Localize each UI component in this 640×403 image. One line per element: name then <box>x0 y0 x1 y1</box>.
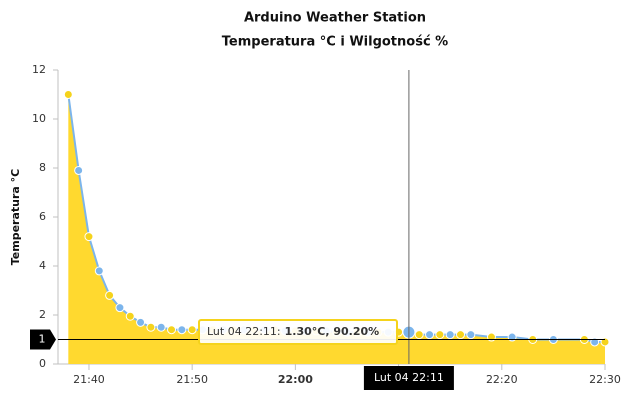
point <box>84 232 94 242</box>
point <box>435 330 445 340</box>
point <box>466 330 476 340</box>
point <box>105 290 115 300</box>
y-tick-label: 2 <box>39 308 46 321</box>
point <box>156 322 166 332</box>
point <box>94 266 104 276</box>
point <box>115 303 125 313</box>
point <box>167 325 177 335</box>
tooltip-prefix: Lut 04 22:11: <box>207 325 281 338</box>
chart-title: Arduino Weather Station <box>244 11 426 26</box>
tooltip-text: Lut 04 22:11: 1.30°C, 90.20% <box>207 325 379 338</box>
y-tick-label: 4 <box>39 259 46 272</box>
crosshair-y-label: 1 <box>39 333 46 346</box>
x-tick-label: 22:20 <box>486 373 518 386</box>
point <box>63 90 73 99</box>
crosshair-y-label-box <box>30 329 56 350</box>
tooltip: Lut 04 22:11: 1.30°C, 90.20% <box>198 319 398 345</box>
y-tick-label: 0 <box>39 357 46 370</box>
point <box>125 311 135 321</box>
y-axis-title: Temperatura °C <box>9 169 22 266</box>
point <box>414 330 424 340</box>
point <box>425 330 435 340</box>
x-tick-label: 21:50 <box>176 373 208 386</box>
x-tick-label: 22:30 <box>589 373 621 386</box>
point <box>177 325 187 335</box>
point <box>74 165 84 175</box>
point <box>456 330 466 340</box>
tooltip-box <box>198 319 398 345</box>
x-tick-label: 22:00 <box>278 373 313 386</box>
crosshair-x-label-box <box>363 366 454 390</box>
line <box>67 94 605 343</box>
point <box>187 325 197 335</box>
y-tick-label: 8 <box>39 161 46 174</box>
tooltip-value: 1.30°C, 90.20% <box>285 325 380 338</box>
y-tick-label: 10 <box>32 112 46 125</box>
x-tick-label: 21:40 <box>73 373 105 386</box>
point <box>146 322 156 332</box>
point <box>445 330 455 340</box>
y-tick-label: 6 <box>39 210 46 223</box>
y-tick-label: 12 <box>32 63 46 76</box>
point <box>136 317 146 327</box>
crosshair-x-label: Lut 04 22:11 <box>374 371 444 384</box>
chart-subtitle: Temperatura °C i Wilgotność % <box>222 35 448 50</box>
area <box>68 94 606 364</box>
